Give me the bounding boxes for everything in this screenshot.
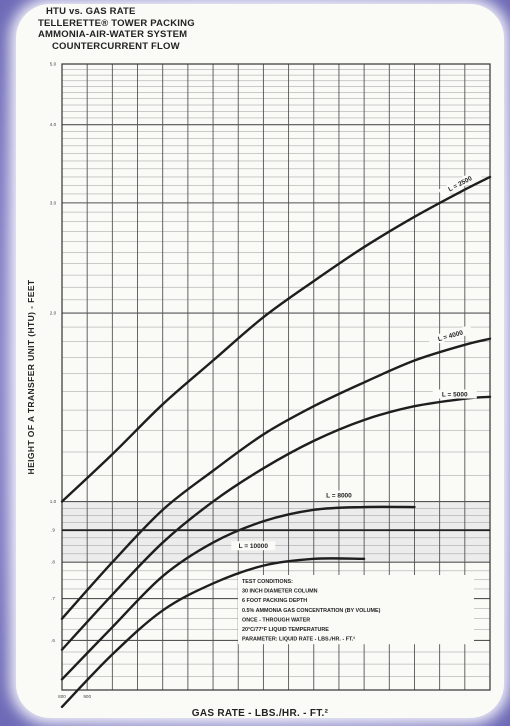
curve-label-bg xyxy=(432,389,477,399)
y-tick-label: .9 xyxy=(51,528,55,533)
annotation-line: ONCE - THROUGH WATER xyxy=(242,617,310,623)
x-tick-label: 900 xyxy=(83,694,91,699)
curve-label-bg xyxy=(438,169,482,198)
annotation-line: 0.5% AMMONIA GAS CONCENTRATION (BY VOLUM… xyxy=(242,608,381,614)
plot-frame xyxy=(61,63,491,691)
y-tick-label: 3.0 xyxy=(50,200,57,205)
x-tick-label: 800 xyxy=(58,694,66,699)
chart-title: HTU vs. GAS RATE TELLERETTE® TOWER PACKI… xyxy=(38,6,195,52)
series-line-3 xyxy=(60,395,492,651)
curve-label: L = 10000 xyxy=(239,543,269,550)
y-tick-label: .6 xyxy=(51,638,55,643)
title-line-2: TELLERETTE® TOWER PACKING xyxy=(38,17,195,29)
curve-label-bg xyxy=(427,324,473,346)
series-line-2 xyxy=(60,337,492,620)
title-line-4: COUNTERCURRENT FLOW xyxy=(52,40,180,52)
title-line-3: AMMONIA-AIR-WATER SYSTEM xyxy=(38,29,188,40)
annotation-line: 30 INCH DIAMETER COLUMN xyxy=(242,589,318,595)
annotation-line: PARAMETER: LIQUID RATE - LBS./HR. - FT.² xyxy=(242,637,355,643)
y-axis-label: HEIGHT OF A TRANSFER UNIT (HTU) - FEET xyxy=(26,279,36,474)
annotation-line: TEST CONDITIONS: xyxy=(242,579,293,585)
curve-label: L = 8000 xyxy=(326,493,352,500)
y-tick-label: 1.0 xyxy=(50,499,57,504)
y-tick-label: 5.0 xyxy=(50,62,57,67)
y-tick-label: .8 xyxy=(51,560,55,565)
series-line-5 xyxy=(60,557,366,709)
y-tick-label: 4.0 xyxy=(50,122,57,127)
series-line-4 xyxy=(60,505,416,681)
annotation-bg xyxy=(238,575,474,645)
shaded-band xyxy=(62,501,490,563)
y-tick-label: 2.0 xyxy=(50,311,57,316)
annotation-line: 20°C/77°F LIQUID TEMPERATURE xyxy=(242,627,329,633)
curve-label-bg xyxy=(231,541,276,551)
title-line-1: HTU vs. GAS RATE xyxy=(46,6,136,17)
annotation-line: 6 FOOT PACKING DEPTH xyxy=(242,598,307,604)
curve-label-bg xyxy=(316,490,361,500)
curve-label: L = 5000 xyxy=(442,392,468,399)
x-axis-label: GAS RATE - LBS./HR. - FT.² xyxy=(192,708,329,719)
series-line-1 xyxy=(60,175,492,503)
y-tick-label: .7 xyxy=(51,596,55,601)
